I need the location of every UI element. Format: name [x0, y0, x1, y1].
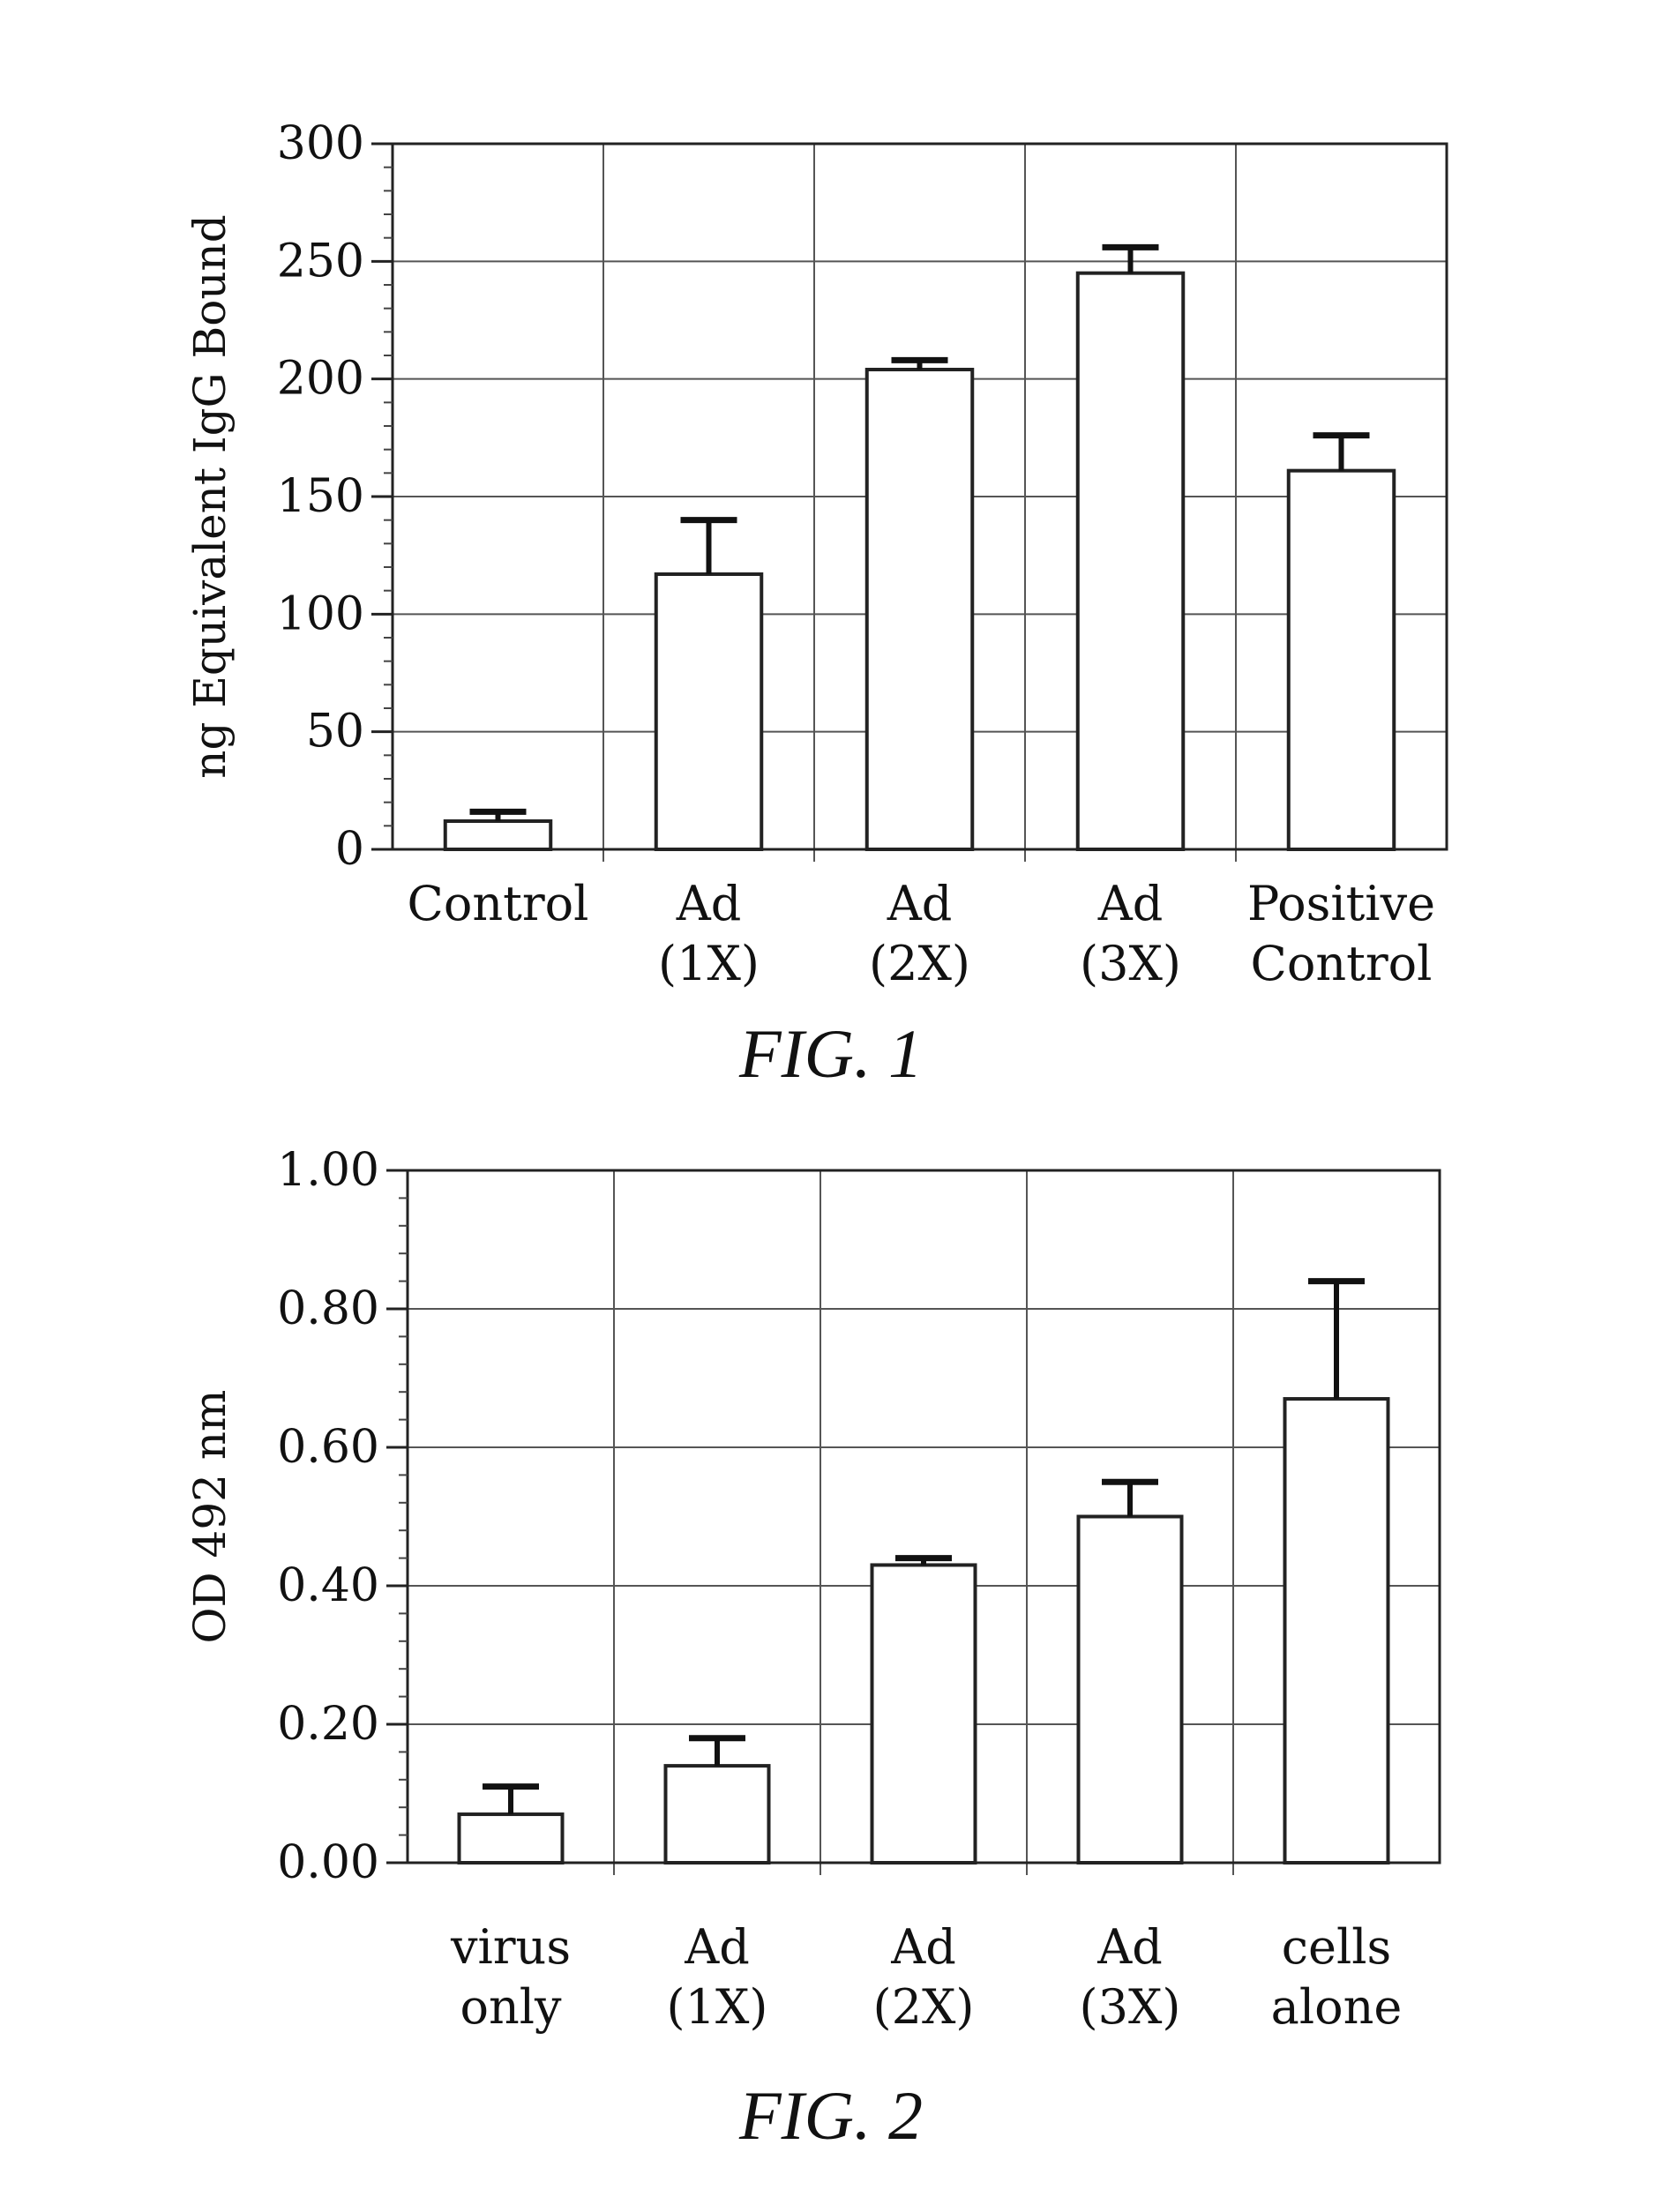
y-tick-label: 200: [277, 353, 364, 406]
y-tick-label: 250: [277, 235, 364, 288]
category-label: Positive: [1247, 876, 1435, 931]
bar: [872, 1565, 976, 1863]
y-tick-label: 0.60: [277, 1421, 379, 1474]
category-label: only: [460, 1979, 562, 2035]
category-label: (1X): [667, 1979, 768, 2035]
y-axis-title: ng Equivalent IgG Bound: [184, 214, 236, 778]
bar: [656, 574, 762, 849]
figure-caption-2: FIG. 2: [739, 2076, 923, 2156]
category-label: (1X): [658, 936, 760, 991]
category-label: Control: [1251, 936, 1433, 991]
bar: [1078, 273, 1184, 849]
y-tick-label: 300: [277, 117, 364, 170]
bar: [1289, 471, 1395, 849]
bar: [867, 370, 973, 849]
y-tick-label: 150: [277, 470, 364, 523]
category-label: alone: [1271, 1979, 1403, 2035]
figure-caption-1: FIG. 1: [739, 1014, 923, 1094]
chart-fig2: 0.00 0.20 0.40 0.60 0.80 1.00 OD 492 nm viruson…: [184, 1144, 1440, 2035]
y-tick-label: 0.00: [277, 1836, 379, 1889]
category-label: Ad: [887, 876, 953, 931]
category-label: Ad: [1096, 1919, 1163, 1975]
chart-fig1: 0 50 100 150 200 250 300 ng Equivalent IgG Boun…: [184, 117, 1447, 991]
category-label: Ad: [684, 1919, 750, 1975]
category-label: (3X): [1080, 1979, 1181, 2035]
y-tick-label: 0.40: [277, 1559, 379, 1612]
y-tick-label: 0: [335, 823, 364, 876]
y-tick-label: 0.20: [277, 1698, 379, 1751]
y-tick-label: 0.80: [277, 1282, 379, 1335]
category-label: Control: [408, 876, 589, 931]
category-label: cells: [1282, 1919, 1391, 1975]
y-tick-label: 1.00: [277, 1144, 379, 1197]
bar: [460, 1814, 563, 1863]
category-label: Ad: [676, 876, 742, 931]
figure-canvas: 0 50 100 150 200 250 300 ng Equivalent IgG Boun…: [0, 0, 1654, 2212]
y-axis-title: OD 492 nm: [184, 1390, 236, 1644]
category-label: (2X): [869, 936, 970, 991]
category-label: virus: [450, 1919, 571, 1975]
y-tick-label: 100: [277, 587, 364, 640]
category-label: (3X): [1080, 936, 1181, 991]
bar: [666, 1766, 769, 1863]
category-label: Ad: [1097, 876, 1164, 931]
bar: [1285, 1399, 1388, 1863]
category-label: Ad: [890, 1919, 956, 1975]
y-tick-label: 50: [306, 706, 364, 759]
bar: [445, 821, 551, 849]
category-label: (2X): [873, 1979, 975, 2035]
bar: [1079, 1517, 1182, 1864]
